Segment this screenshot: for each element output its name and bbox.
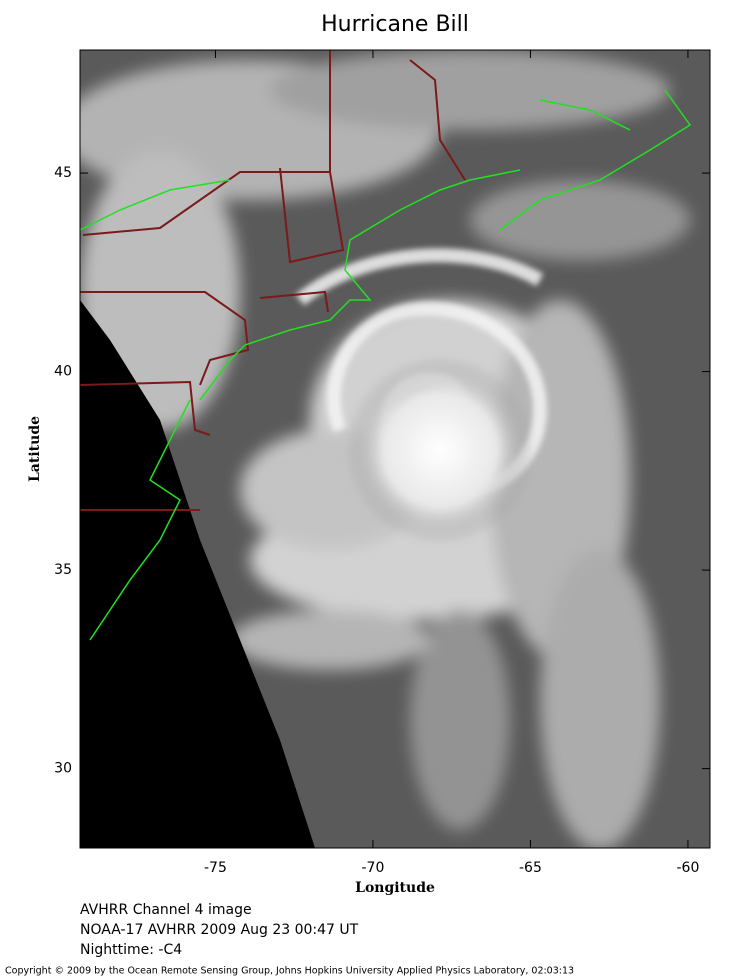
- y-axis-label: Latitude: [27, 416, 43, 482]
- title: Hurricane Bill: [321, 12, 469, 37]
- caption: Nighttime: -C4: [80, 942, 182, 958]
- x-tick-label: -65: [519, 860, 542, 876]
- y-tick-label: 30: [54, 761, 72, 777]
- x-tick-label: -75: [204, 860, 227, 876]
- caption: NOAA-17 AVHRR 2009 Aug 23 00:47 UT: [80, 922, 359, 938]
- y-tick-label: 45: [54, 165, 72, 181]
- x-axis-label: Longitude: [355, 880, 435, 896]
- x-tick-label: -70: [362, 860, 385, 876]
- satellite-image: [80, 50, 710, 848]
- y-tick-label: 40: [54, 364, 72, 380]
- caption: AVHRR Channel 4 image: [80, 902, 252, 918]
- y-tick-label: 35: [54, 562, 72, 578]
- x-tick-label: -60: [677, 860, 700, 876]
- copyright: Copyright © 2009 by the Ocean Remote Sen…: [5, 966, 574, 977]
- plot-frame: [79, 49, 711, 849]
